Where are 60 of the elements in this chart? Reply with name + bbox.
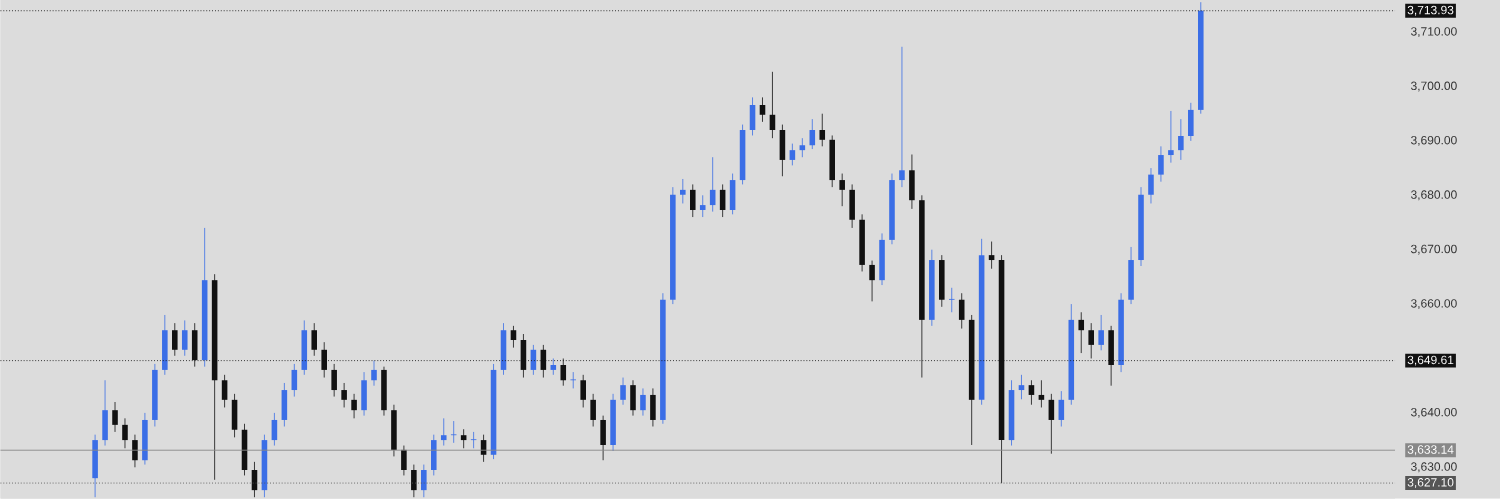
candlestick — [680, 178, 686, 204]
candlestick — [470, 431, 477, 449]
y-tick-label: 3,700.00 — [1411, 81, 1457, 92]
ref-line-label: 3,633.14 — [1407, 445, 1454, 456]
candlestick — [1078, 311, 1085, 354]
y-tick-label: 3,710.00 — [1411, 27, 1457, 38]
candlestick — [1088, 322, 1094, 359]
y-tick-label: 3,640.00 — [1411, 408, 1457, 418]
candlestick — [570, 371, 577, 389]
candlestick — [759, 97, 766, 123]
candlestick — [331, 363, 337, 398]
y-tick-label: 3,680.00 — [1411, 190, 1457, 201]
candlestick — [371, 360, 377, 387]
candlestick — [1168, 110, 1174, 164]
candlestick — [181, 320, 188, 357]
candlestick — [401, 445, 407, 476]
candlestick — [819, 113, 826, 147]
candlestick — [132, 434, 138, 468]
y-tick-label: 3,670.00 — [1411, 244, 1457, 255]
candlestick — [699, 194, 706, 218]
y-tick-label: 3,630.00 — [1411, 462, 1457, 473]
candlestick — [899, 46, 905, 188]
candlestick — [1018, 374, 1025, 400]
candlestick — [421, 464, 427, 498]
candlestick — [450, 420, 457, 444]
candlestick — [689, 184, 696, 218]
candlestick — [958, 292, 965, 330]
candlestick — [799, 137, 806, 158]
candlestick — [112, 401, 118, 433]
candlestick — [1028, 379, 1035, 406]
candlestick — [411, 464, 417, 498]
candlestick — [440, 418, 447, 447]
y-tick-label: 3,690.00 — [1411, 136, 1457, 146]
candlestick — [1098, 314, 1104, 351]
ref-line-label: 3,713.93 — [1407, 5, 1454, 16]
candlestick — [351, 393, 357, 419]
candlestick — [1178, 118, 1184, 161]
candlestick — [620, 377, 626, 406]
ref-line-label: 3,649.61 — [1407, 355, 1454, 366]
ref-line-label: 3,627.10 — [1407, 478, 1454, 489]
candlestick — [1158, 146, 1164, 183]
candlestick — [1038, 379, 1045, 408]
candlestick — [341, 382, 347, 408]
candlestick — [460, 428, 467, 449]
candlestick — [948, 287, 955, 313]
candlestick — [550, 358, 557, 376]
candlestick — [510, 325, 517, 349]
candlestick — [839, 173, 845, 207]
candlestick — [172, 322, 178, 357]
candlestick — [590, 393, 596, 427]
candlestick — [1148, 167, 1154, 204]
candlestick — [869, 260, 875, 302]
candlestick — [789, 143, 796, 166]
candlestick — [988, 241, 995, 270]
candlestick — [311, 322, 318, 357]
candlestick — [122, 418, 128, 449]
y-tick-label: 3,660.00 — [1411, 299, 1457, 310]
candlestick — [640, 388, 646, 417]
candlestick — [580, 374, 586, 408]
candlestick — [221, 374, 228, 408]
